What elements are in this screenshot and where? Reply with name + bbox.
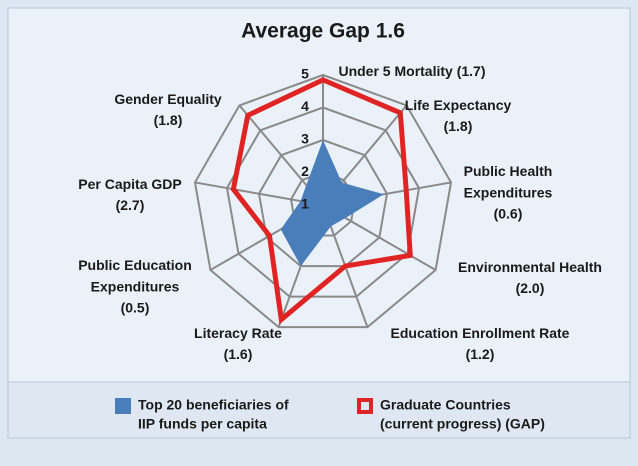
axis-label-text: Literacy Rate (194, 325, 282, 341)
legend-swatch (115, 398, 131, 414)
axis-label-text: Public Health (464, 163, 553, 179)
axis-label-line: Gender Equality (114, 91, 222, 107)
axis-label: Literacy Rate (1.6) (194, 325, 282, 363)
tick-label: 1 (301, 196, 309, 212)
gap-label: (1.6) (224, 346, 253, 362)
axis-label-text: Education Enrollment Rate (391, 325, 570, 341)
legend-label: Graduate Countries (380, 397, 511, 413)
gap-label: (1.7) (457, 63, 486, 79)
axis-label: Under 5 Mortality (1.7) (338, 63, 485, 79)
gap-label: (0.6) (494, 206, 523, 222)
axis-label-text: Public Education (78, 257, 192, 273)
chart-title: Average Gap 1.6 (241, 20, 405, 43)
tick-label: 4 (301, 98, 309, 114)
axis-label: Environmental Health (2.0) (458, 259, 602, 297)
axis-label: Gender Equality (1.8) (114, 91, 222, 129)
axis-label-line: Life Expectancy (405, 97, 512, 113)
axis-label-text: Expenditures (91, 278, 180, 294)
legend-label: IIP funds per capita (138, 416, 267, 432)
axis-label-line: Public Education (78, 257, 192, 273)
series-area (280, 140, 384, 267)
legend-label: (current progress) (GAP) (380, 416, 545, 432)
axis-label-line: Expenditures (91, 278, 180, 294)
tick-label: 2 (301, 163, 309, 179)
gap-label: (0.5) (121, 300, 150, 316)
axis-label-line: Education Enrollment Rate (391, 325, 570, 341)
gap-label: (2.7) (116, 197, 145, 213)
axis-label: Per Capita GDP (2.7) (78, 176, 181, 214)
axis-label-text: Under 5 Mortality (338, 63, 453, 79)
gap-label: (1.2) (466, 346, 495, 362)
axis-label-text: Environmental Health (458, 259, 602, 275)
axis-label-line: Literacy Rate (194, 325, 282, 341)
grid-ring (193, 73, 453, 329)
series-line (230, 77, 413, 325)
legend-panel (7, 381, 631, 439)
axis-label-text: Life Expectancy (405, 97, 512, 113)
axis-label: Public Health Expenditures (0.6) (464, 163, 553, 222)
axis-label-text: Expenditures (464, 184, 553, 200)
axis-label: Public Education Expenditures (0.5) (78, 257, 192, 316)
gap-label: (1.8) (154, 112, 183, 128)
grid-ring (257, 138, 389, 268)
legend-label: Top 20 beneficiaries of (138, 397, 289, 413)
axis-label-text: Gender Equality (114, 91, 222, 107)
axis-label-line: Expenditures (464, 184, 553, 200)
axis-label-line: Public Health (464, 163, 553, 179)
axis-label-text: Per Capita GDP (78, 176, 181, 192)
gap-label: (1.8) (444, 118, 473, 134)
axis-label-line: Under 5 Mortality (1.7) (338, 63, 485, 79)
axis-label: Education Enrollment Rate (1.2) (391, 325, 570, 363)
axis-label-line: Per Capita GDP (78, 176, 181, 192)
axis-label-line: Environmental Health (458, 259, 602, 275)
axis-label: Life Expectancy (1.8) (405, 97, 512, 135)
tick-label: 5 (301, 66, 309, 82)
tick-label: 3 (301, 131, 309, 147)
gap-label: (2.0) (516, 280, 545, 296)
legend-swatch (357, 398, 373, 414)
